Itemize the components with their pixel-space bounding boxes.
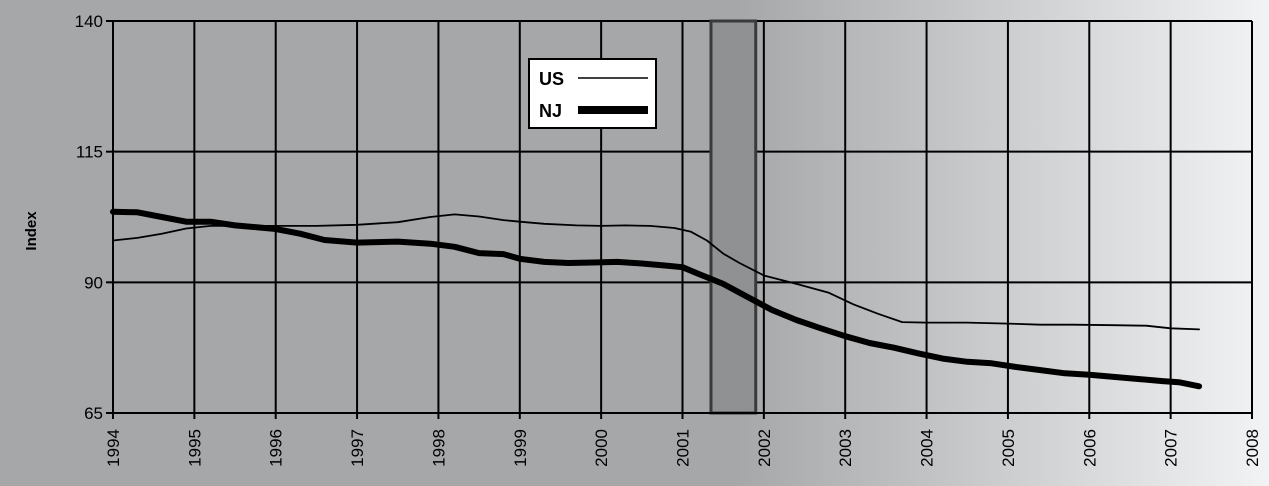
legend-label-us: US xyxy=(539,69,564,89)
legend-box xyxy=(528,58,657,129)
x-tick-label: 1995 xyxy=(185,429,204,467)
y-tick-label: 90 xyxy=(84,273,103,292)
axis-layer: 65 90 115 140 1994 1995 1996 1997 1998 1999 2000 20… xyxy=(75,12,1262,467)
x-tick-label: 1999 xyxy=(511,429,530,467)
x-tick-label: 2007 xyxy=(1162,429,1181,467)
x-tick-label: 2001 xyxy=(674,429,693,467)
legend-label-nj: NJ xyxy=(539,101,562,121)
y-axis-label: Index xyxy=(23,211,40,251)
x-tick-label: 1997 xyxy=(348,429,367,467)
recession-shaded-region xyxy=(709,19,758,415)
y-tick-label: 65 xyxy=(84,404,103,423)
x-tick-label: 2005 xyxy=(999,429,1018,467)
series-line-nj xyxy=(110,208,1203,390)
x-tick-label: 2006 xyxy=(1080,429,1099,467)
x-tick-label: 1998 xyxy=(429,429,448,467)
x-tick-label: 1994 xyxy=(104,429,123,467)
x-tick-label: 2008 xyxy=(1243,429,1262,467)
legend: US NJ xyxy=(528,58,657,129)
x-tick-label: 2003 xyxy=(836,429,855,467)
x-tick-label: 2002 xyxy=(755,429,774,467)
x-tick-label: 1996 xyxy=(267,429,286,467)
y-tick-label: 140 xyxy=(75,12,103,31)
y-tick-label: 115 xyxy=(76,143,103,162)
series-layer xyxy=(110,208,1203,390)
series-line-us xyxy=(112,213,1200,331)
x-tick-label: 2000 xyxy=(592,429,611,467)
x-tick-label: 2004 xyxy=(918,429,937,467)
